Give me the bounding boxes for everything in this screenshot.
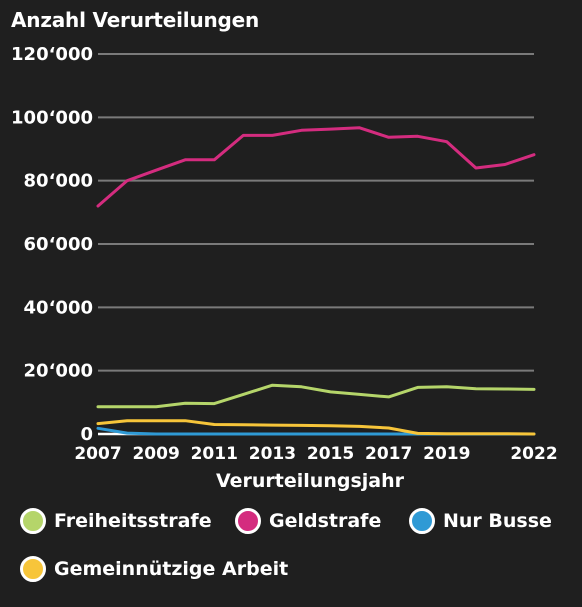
- grid-layer: [98, 53, 534, 436]
- series-line-geldstrafe: [96, 126, 536, 208]
- x-tick-label: 2015: [307, 444, 354, 464]
- x-tick-label: 2022: [510, 444, 557, 464]
- x-tick-label: 2007: [74, 444, 121, 464]
- legend-swatch: [20, 508, 46, 534]
- x-tick-label: 2009: [132, 444, 179, 464]
- chart-title: Anzahl Verurteilungen: [11, 8, 260, 32]
- series-line-gemeinn-tzige-arbeit: [96, 419, 536, 436]
- legend-item: Freiheitsstrafe: [20, 508, 212, 534]
- legend-swatch: [409, 508, 435, 534]
- y-tick-label: 100‘000: [11, 107, 93, 128]
- y-tick-label: 20‘000: [24, 361, 93, 382]
- legend-item: Gemeinnützige Arbeit: [20, 556, 288, 582]
- legend-swatch: [235, 508, 261, 534]
- series-line-freiheitsstrafe: [96, 383, 536, 409]
- x-tick-labels: 2007 2009 2011 2013 2015 2017 2019 2022: [74, 444, 557, 464]
- legend-swatch: [20, 556, 46, 582]
- x-axis-label: Verurteilungsjahr: [216, 470, 405, 492]
- legend-label: Nur Busse: [443, 510, 552, 532]
- x-tick-label: 2019: [423, 444, 470, 464]
- x-tick-label: 2011: [191, 444, 238, 464]
- y-tick-label: 120‘000: [11, 44, 93, 65]
- legend-label: Gemeinnützige Arbeit: [54, 558, 289, 580]
- legend-item: Nur Busse: [409, 508, 552, 534]
- y-tick-label: 0: [80, 424, 93, 445]
- legend-item: Geldstrafe: [235, 508, 381, 534]
- legend-label: Freiheitsstrafe: [54, 510, 212, 532]
- y-tick-label: 40‘000: [24, 297, 93, 318]
- x-tick-label: 2017: [365, 444, 412, 464]
- y-tick-label: 60‘000: [24, 234, 93, 255]
- legend-label: Geldstrafe: [269, 510, 382, 532]
- y-tick-label: 80‘000: [24, 171, 93, 192]
- series-lines: [96, 126, 536, 436]
- line-chart: 020‘00040‘00060‘00080‘000100‘000120‘000 …: [11, 44, 558, 492]
- x-tick-label: 2013: [249, 444, 296, 464]
- y-tick-labels: 0 20‘000 40‘000 60‘000 80‘000 100‘000 120‘000: [11, 44, 93, 445]
